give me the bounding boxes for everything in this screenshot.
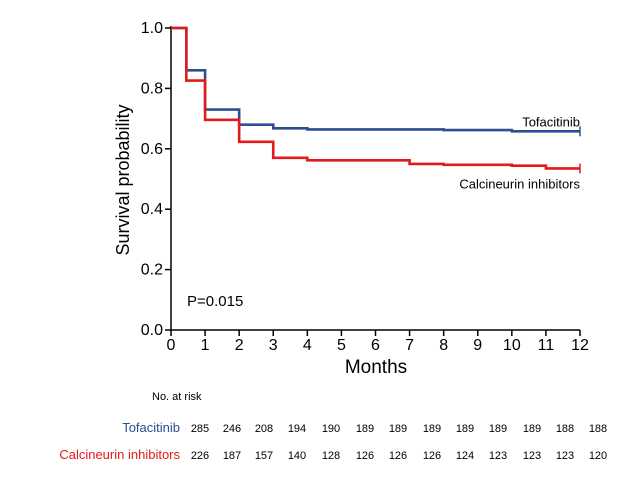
risk-value: 126 [423,450,441,462]
risk-value: 128 [322,450,340,462]
y-tick-label: 0.8 [141,80,163,97]
risk-value: 126 [389,450,407,462]
x-tick-label: 1 [201,337,210,354]
x-tick-label: 7 [405,337,414,354]
survival-curve-calcineurin [171,26,580,170]
series-label: Calcineurin inhibitors [459,176,580,191]
risk-value: 189 [456,423,474,435]
p-value-annotation: P=0.015 [187,293,243,310]
x-tick-label: 2 [235,337,244,354]
risk-value: 189 [523,423,541,435]
x-tick-label: 0 [167,337,176,354]
x-axis-label: Months [345,357,407,378]
y-tick-label: 0.4 [141,201,163,218]
risk-value: 189 [489,423,507,435]
risk-row-label: Tofacitinib [122,420,180,435]
risk-value: 246 [223,423,241,435]
x-tick-label: 11 [538,337,555,354]
risk-value: 187 [223,450,241,462]
y-tick-label: 0.2 [141,262,163,279]
risk-value: 188 [589,423,607,435]
survival-curve-tofacitinib [171,26,580,133]
y-tick-label: 1.0 [141,20,163,37]
risk-value: 120 [589,450,607,462]
risk-value: 285 [191,423,209,435]
y-tick-label: 0.0 [141,322,163,339]
x-tick-label: 5 [337,337,346,354]
series-label: Tofacitinib [522,114,580,129]
risk-value: 190 [322,423,340,435]
risk-value: 194 [288,423,306,435]
risk-value: 157 [255,450,273,462]
x-tick-label: 12 [571,337,589,354]
risk-value: 189 [423,423,441,435]
y-tick-label: 0.6 [141,141,163,158]
x-tick-label: 8 [439,337,448,354]
risk-value: 189 [389,423,407,435]
risk-table: Tofacitinib 285 246 208 194 190 189 189 189 189 18… [59,420,607,462]
risk-row-label: Calcineurin inhibitors [59,447,180,462]
x-tick-label: 9 [473,337,482,354]
risk-value: 188 [556,423,574,435]
risk-value: 123 [523,450,541,462]
risk-value: 123 [489,450,507,462]
y-axis-label: Survival probability [113,104,133,255]
risk-value: 226 [191,450,209,462]
x-tick-label: 3 [269,337,278,354]
survival-curves: Tofacitinib Calcineurin inhibitors [171,26,581,191]
risk-value: 189 [356,423,374,435]
risk-value: 140 [288,450,306,462]
risk-table-title: No. at risk [152,391,202,403]
risk-value: 126 [356,450,374,462]
risk-value: 208 [255,423,273,435]
risk-value: 123 [556,450,574,462]
axes: 0.00.20.40.60.81.00 1 2 3 4 5 6 7 8 9 10 11 12 [141,20,589,354]
x-tick-label: 4 [303,337,312,354]
risk-value: 124 [456,450,474,462]
x-tick-label: 6 [371,337,380,354]
x-tick-label: 10 [503,337,521,354]
